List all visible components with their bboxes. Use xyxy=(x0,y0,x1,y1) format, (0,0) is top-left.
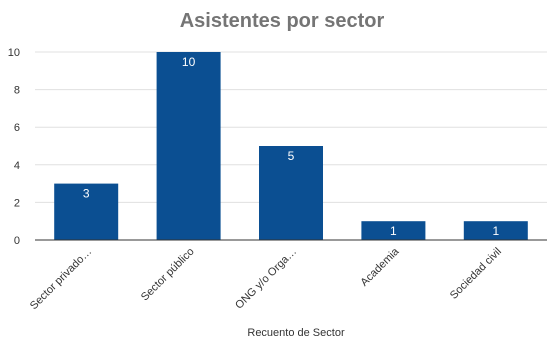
y-tick-label: 6 xyxy=(14,122,20,134)
data-label: 10 xyxy=(182,55,196,69)
x-tick-label: Sociedad civil xyxy=(448,246,504,302)
chart-title: Asistentes por sector xyxy=(180,10,385,32)
x-tick-label: Sector privado… xyxy=(28,246,94,312)
x-axis-ticks: Sector privado… Sector público ONG y/o Org… xyxy=(28,245,504,312)
y-tick-label: 10 xyxy=(8,47,20,59)
bar xyxy=(463,221,528,240)
bar xyxy=(156,52,221,240)
gridlines xyxy=(35,51,547,203)
y-axis-ticks: 0 2 4 6 8 10 xyxy=(8,47,20,247)
data-label: 5 xyxy=(288,149,295,163)
x-tick-label: Academia xyxy=(358,245,402,289)
data-label: 1 xyxy=(390,224,397,238)
y-tick-label: 0 xyxy=(14,235,20,247)
data-label: 1 xyxy=(492,224,499,238)
data-labels: 3 10 5 1 1 xyxy=(83,55,500,238)
y-tick-label: 2 xyxy=(14,197,20,209)
bars xyxy=(54,52,528,240)
bar xyxy=(259,146,323,240)
bar xyxy=(361,221,426,240)
y-tick-label: 4 xyxy=(14,160,20,172)
x-tick-label: Sector público xyxy=(139,246,197,304)
x-axis-title: Recuento de Sector xyxy=(247,327,345,339)
bar xyxy=(54,183,119,240)
y-tick-label: 8 xyxy=(14,85,20,97)
data-label: 3 xyxy=(83,187,90,201)
x-tick-label: ONG y/o Orga… xyxy=(233,246,299,312)
